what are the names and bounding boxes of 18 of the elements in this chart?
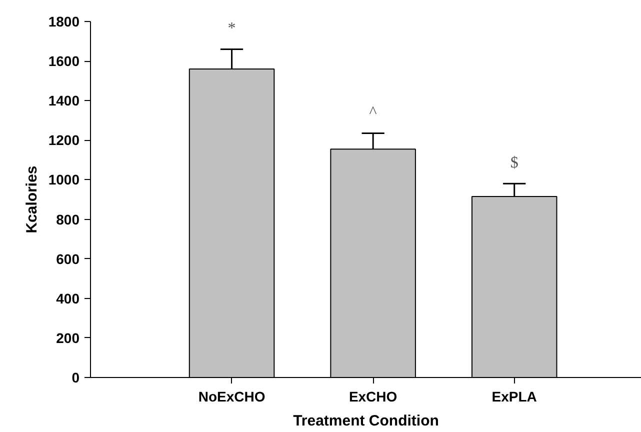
annotation: $ bbox=[510, 154, 518, 172]
annotation: ^ bbox=[369, 104, 378, 122]
annotation: * bbox=[228, 20, 236, 38]
y-tick-label: 0 bbox=[72, 370, 80, 386]
y-tick-label: 1800 bbox=[48, 14, 80, 30]
y-tick-label: 1000 bbox=[48, 172, 80, 188]
x-axis-title: Treatment Condition bbox=[293, 412, 439, 430]
y-tick-label: 1200 bbox=[48, 132, 80, 148]
y-tick-label: 1600 bbox=[48, 53, 80, 70]
x-tick-label: NoExCHO bbox=[198, 388, 266, 404]
y-tick-label: 600 bbox=[56, 250, 80, 267]
x-tick-label: ExCHO bbox=[348, 388, 398, 404]
x-tick-label: ExPLA bbox=[492, 388, 537, 404]
y-tick-label: 200 bbox=[56, 330, 80, 346]
y-tick-label: 400 bbox=[56, 290, 80, 306]
y-tick-label: 1400 bbox=[48, 92, 80, 109]
y-tick-label: 800 bbox=[56, 211, 80, 228]
y-axis-title: Kcalories bbox=[23, 166, 40, 234]
